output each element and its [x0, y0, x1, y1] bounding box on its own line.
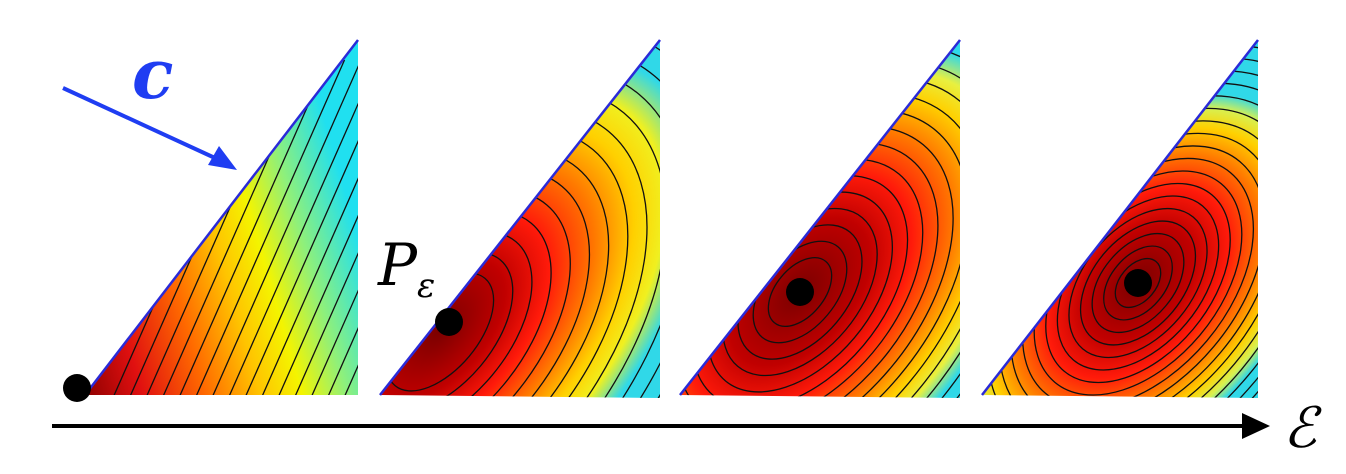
- minimizer-label-subscript: ε: [417, 266, 435, 306]
- contour-ellipse: [380, 65, 660, 398]
- contour-ellipse: [1091, 232, 1185, 334]
- constraint-label-c: c: [132, 35, 173, 115]
- contour-ellipse: [1114, 257, 1162, 309]
- contour-line: [193, 59, 346, 395]
- panel-2-minimum-marker: [435, 308, 463, 336]
- panel-4-hypotenuse-edge: [981, 39, 1259, 396]
- contour-line: [276, 59, 358, 395]
- minimizer-label: Pε: [377, 231, 435, 306]
- contour-line: [210, 59, 358, 395]
- contour-line: [177, 59, 329, 395]
- epsilon-axis-label: ℰ: [1283, 396, 1322, 461]
- panel-4-minimum-marker: [1124, 269, 1152, 297]
- epsilon-axis-arrowhead: [1242, 413, 1270, 439]
- contour-ellipse: [380, 127, 629, 398]
- contour-ellipse: [380, 210, 552, 398]
- contour-ellipse: [380, 85, 660, 398]
- minimizer-label-main: P: [377, 231, 418, 299]
- contour-line: [226, 59, 358, 395]
- contour-ellipse: [380, 44, 660, 398]
- contour-ellipse: [380, 168, 591, 398]
- contour-ellipse: [767, 257, 833, 327]
- contour-line: [325, 59, 358, 395]
- contour-line: [292, 59, 358, 395]
- contour-ellipse: [380, 189, 571, 398]
- panel-2: [379, 39, 661, 398]
- contour-ellipse: [380, 106, 648, 398]
- panel-1-hypotenuse-edge: [84, 39, 359, 396]
- contour-ellipse: [1103, 245, 1173, 321]
- contour-ellipse: [1079, 220, 1197, 346]
- constraint-arrow-head: [208, 146, 237, 170]
- constraint-arrow: [62, 86, 232, 167]
- contour-line: [259, 59, 358, 395]
- contour-ellipse: [380, 148, 610, 398]
- panel-1-minimum-marker: [63, 374, 91, 402]
- contour-line: [309, 59, 358, 395]
- panel-2-hypotenuse-edge: [379, 39, 661, 396]
- panel-3-minimum-marker: [786, 278, 814, 306]
- contour-line: [243, 59, 358, 395]
- panel-3-hypotenuse-edge: [679, 39, 961, 396]
